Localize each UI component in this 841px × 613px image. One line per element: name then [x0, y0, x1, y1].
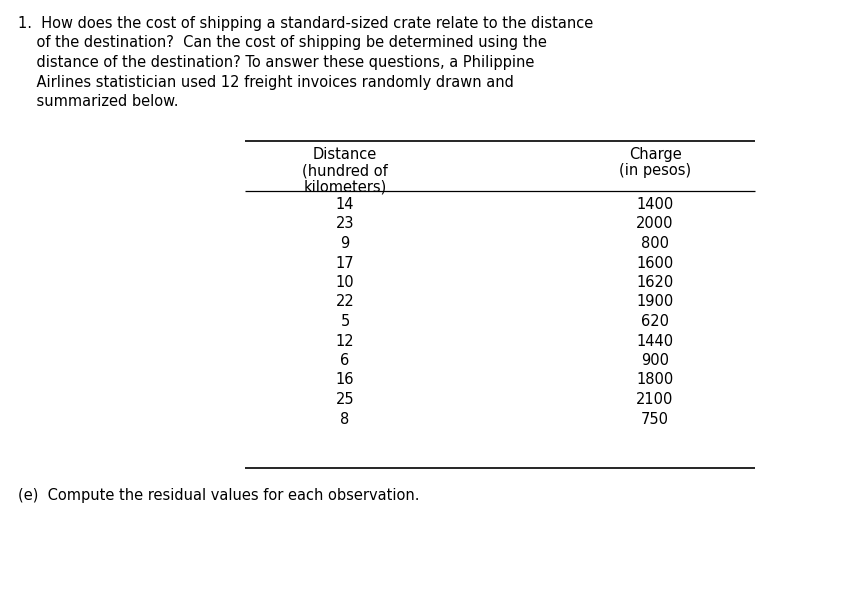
- Text: 9: 9: [341, 236, 350, 251]
- Text: 1620: 1620: [637, 275, 674, 290]
- Text: (hundred of: (hundred of: [302, 164, 388, 178]
- Text: 750: 750: [641, 411, 669, 427]
- Text: 1800: 1800: [637, 373, 674, 387]
- Text: 17: 17: [336, 256, 354, 270]
- Text: 2100: 2100: [637, 392, 674, 407]
- Text: 8: 8: [341, 411, 350, 427]
- Text: summarized below.: summarized below.: [18, 94, 178, 109]
- Text: 620: 620: [641, 314, 669, 329]
- Text: 12: 12: [336, 333, 354, 349]
- Text: 1440: 1440: [637, 333, 674, 349]
- Text: (e)  Compute the residual values for each observation.: (e) Compute the residual values for each…: [18, 488, 420, 503]
- Text: 2000: 2000: [637, 216, 674, 232]
- Text: Airlines statistician used 12 freight invoices randomly drawn and: Airlines statistician used 12 freight in…: [18, 75, 514, 89]
- Text: 23: 23: [336, 216, 354, 232]
- Text: distance of the destination? To answer these questions, a Philippine: distance of the destination? To answer t…: [18, 55, 534, 70]
- Text: 10: 10: [336, 275, 354, 290]
- Text: kilometers): kilometers): [304, 180, 387, 195]
- Text: 800: 800: [641, 236, 669, 251]
- Text: Distance: Distance: [313, 147, 377, 162]
- Text: 16: 16: [336, 373, 354, 387]
- Text: 5: 5: [341, 314, 350, 329]
- Text: 22: 22: [336, 294, 354, 310]
- Text: of the destination?  Can the cost of shipping be determined using the: of the destination? Can the cost of ship…: [18, 36, 547, 50]
- Text: 1400: 1400: [637, 197, 674, 212]
- Text: 1900: 1900: [637, 294, 674, 310]
- Text: 1600: 1600: [637, 256, 674, 270]
- Text: 25: 25: [336, 392, 354, 407]
- Text: 14: 14: [336, 197, 354, 212]
- Text: Charge: Charge: [628, 147, 681, 162]
- Text: 900: 900: [641, 353, 669, 368]
- Text: (in pesos): (in pesos): [619, 164, 691, 178]
- Text: 6: 6: [341, 353, 350, 368]
- Text: 1.  How does the cost of shipping a standard-sized crate relate to the distance: 1. How does the cost of shipping a stand…: [18, 16, 593, 31]
